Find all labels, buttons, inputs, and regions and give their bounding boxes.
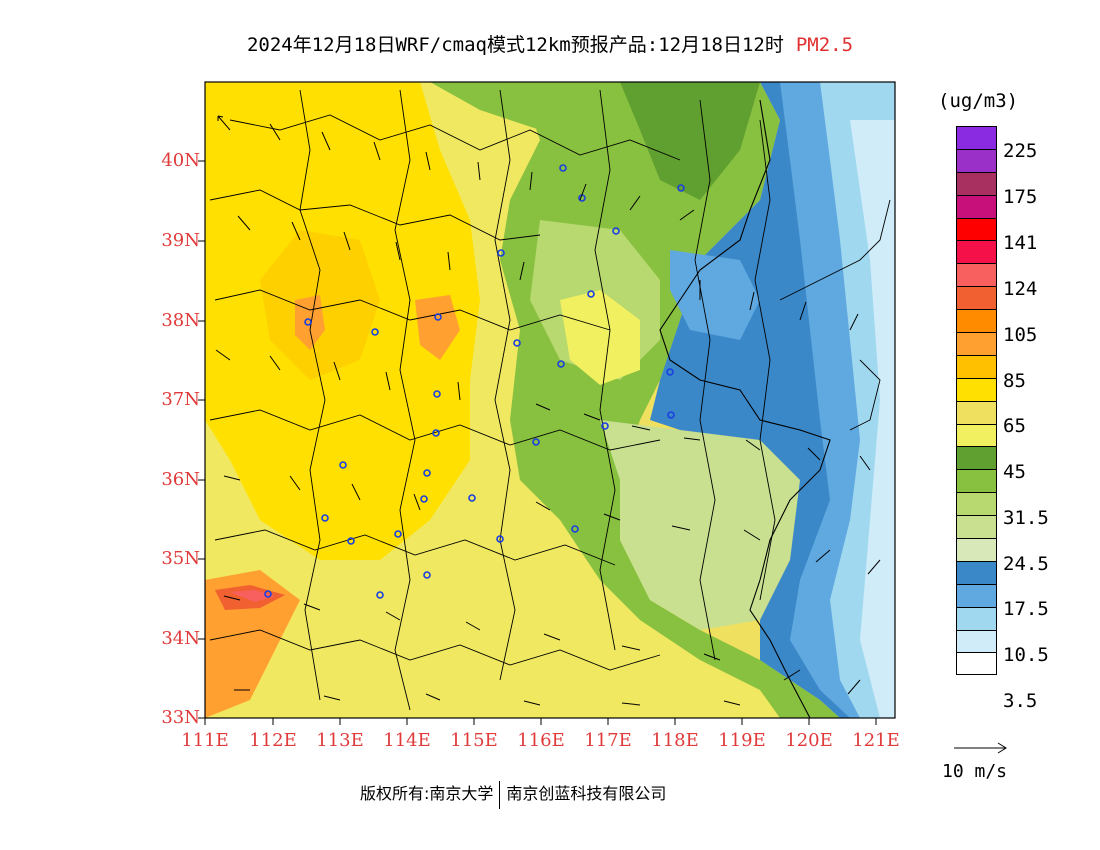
copyright-separator [499, 780, 501, 809]
colorbar-label: 105 [1003, 324, 1038, 346]
wind-key-arrow [954, 742, 1007, 754]
colorbar-swatch [956, 492, 997, 516]
colorbar-label: 17.5 [1003, 598, 1049, 620]
colorbar-swatch [956, 194, 997, 218]
colorbar-swatch [956, 515, 997, 539]
lat-label-40n: 40N [161, 150, 200, 171]
lon-label-117e: 117E [584, 730, 632, 751]
colorbar-swatch [956, 309, 997, 333]
colorbar-swatch [956, 583, 997, 607]
colorbar-swatch [956, 606, 997, 630]
admin-boundaries [209, 89, 776, 711]
colorbar-swatch [956, 629, 997, 653]
lon-label-114e: 114E [383, 730, 431, 751]
colorbar-label: 141 [1003, 232, 1038, 254]
wind-key-label: 10 m/s [942, 761, 1008, 782]
pollutant-label: PM2.5 [795, 34, 854, 56]
colorbar-swatch [956, 560, 997, 584]
lon-label-112e: 112E [249, 730, 297, 751]
colorbar-swatch [956, 652, 997, 676]
copyright-company: 南京创蓝科技有限公司 [506, 784, 667, 803]
colorbar-swatch [956, 126, 997, 149]
coastline [659, 99, 831, 718]
colorbar-label: 124 [1003, 278, 1038, 300]
axis-ticks [198, 160, 877, 725]
lon-label-118e: 118E [651, 730, 699, 751]
lon-label-121e: 121E [852, 730, 900, 751]
colorbar-label: 31.5 [1003, 507, 1049, 529]
colorbar-swatch [956, 377, 997, 401]
colorbar-swatch [956, 469, 997, 493]
map-title: 2024年12月18日WRF/cmaq模式12km预报产品:12月18日12时 P… [0, 30, 1100, 57]
wind-vectors [215, 115, 881, 706]
colorbar-label: 10.5 [1003, 644, 1049, 666]
lon-label-116e: 116E [517, 730, 565, 751]
copyright: 版权所有:南京大学 南京创蓝科技有限公司 [360, 780, 666, 809]
colorbar-swatch [956, 263, 997, 287]
lon-label-119e: 119E [718, 730, 766, 751]
copyright-owner: 版权所有:南京大学 [360, 784, 494, 803]
colorbar-swatch [956, 332, 997, 355]
pm25-field-green [420, 82, 840, 718]
colorbar-swatch [956, 240, 997, 264]
colorbar-label: 85 [1003, 370, 1026, 392]
lat-label-34n: 34N [161, 628, 200, 649]
lon-label-120e: 120E [785, 730, 833, 751]
lat-label-39n: 39N [161, 230, 200, 251]
colorbar-swatch [956, 217, 997, 241]
colorbar-swatch [956, 446, 997, 470]
colorbar-label: 45 [1003, 461, 1026, 483]
title-text: 2024年12月18日WRF/cmaq模式12km预报产品:12月18日12时 [246, 34, 784, 56]
colorbar-label: 3.5 [1003, 690, 1038, 712]
colorbar-swatch [956, 423, 997, 447]
colorbar-label: 175 [1003, 186, 1038, 208]
lat-label-38n: 38N [161, 310, 200, 331]
colorbar-swatch [956, 171, 997, 195]
colorbar-swatch [956, 148, 997, 172]
lon-label-113e: 113E [316, 730, 364, 751]
colorbar-swatch [956, 286, 997, 310]
lat-label-33n: 33N [161, 707, 200, 728]
lat-label-36n: 36N [161, 469, 200, 490]
pm25-hotspot-38n-114e [415, 295, 460, 360]
lat-label-35n: 35N [161, 548, 200, 569]
colorbar-label: 24.5 [1003, 553, 1049, 575]
lon-label-111e: 111E [181, 730, 229, 751]
colorbar-label: 65 [1003, 415, 1026, 437]
city-markers [264, 164, 685, 599]
colorbar-swatch [956, 538, 997, 561]
colorbar [956, 126, 997, 676]
colorbar-swatch [956, 400, 997, 424]
lat-label-37n: 37N [161, 389, 200, 410]
colorbar-unit: (ug/m3) [938, 90, 1019, 112]
colorbar-label: 225 [1003, 140, 1038, 162]
lon-label-115e: 115E [450, 730, 498, 751]
colorbar-swatch [956, 354, 997, 378]
